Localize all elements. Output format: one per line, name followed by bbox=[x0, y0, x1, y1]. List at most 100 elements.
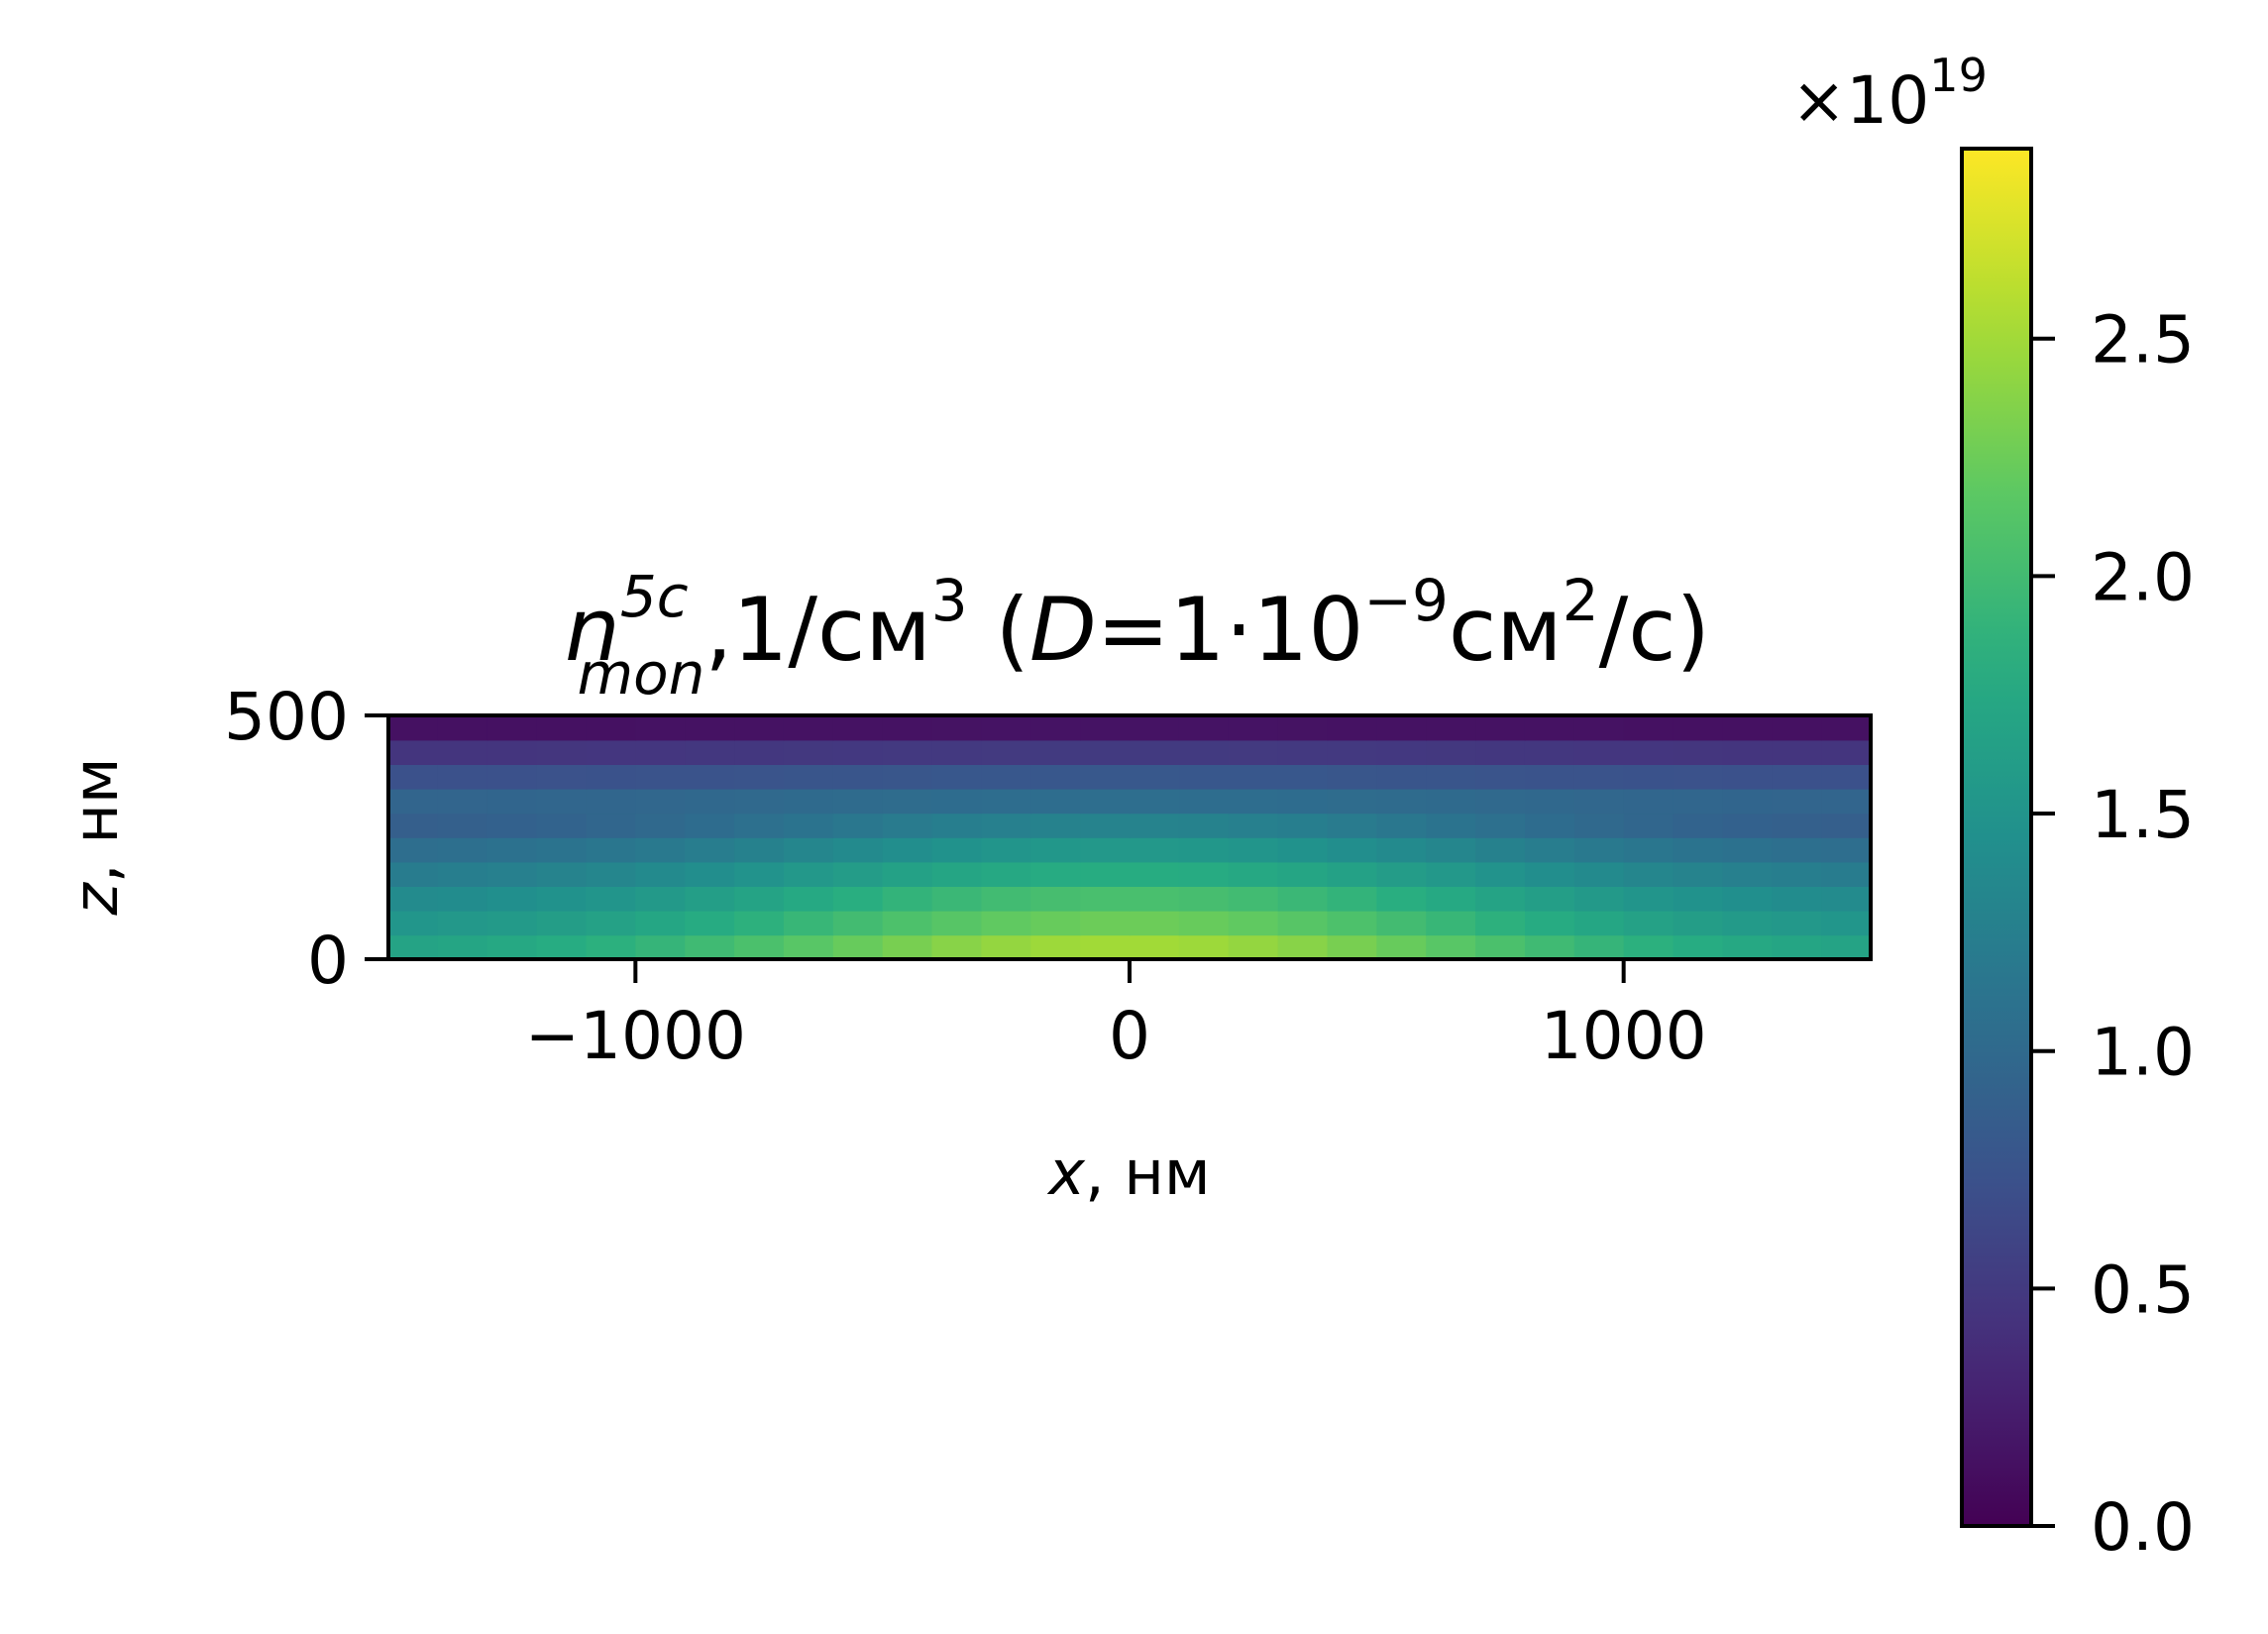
heatmap-cell bbox=[437, 764, 488, 790]
heatmap-cell bbox=[1772, 813, 1822, 838]
heatmap-cell bbox=[1426, 934, 1476, 960]
heatmap-cell bbox=[1178, 788, 1230, 815]
heatmap-cell bbox=[1277, 813, 1329, 838]
heatmap-cell bbox=[931, 886, 983, 912]
heatmap-cell bbox=[1722, 886, 1774, 912]
heatmap-cell bbox=[1376, 764, 1427, 790]
y-axis-ticks: 0 500 bbox=[224, 679, 388, 999]
heatmap-cell bbox=[981, 886, 1032, 912]
heatmap-cell bbox=[635, 886, 686, 912]
heatmap-cell bbox=[1623, 934, 1674, 960]
heatmap-cell bbox=[1030, 788, 1081, 815]
heatmap-cell bbox=[1376, 837, 1427, 863]
heatmap-cell bbox=[1228, 813, 1279, 838]
heatmap-cell bbox=[1623, 739, 1674, 765]
colorbar-ticks: 0.0 0.5 1.0 1.5 2.0 2.5 bbox=[2031, 302, 2195, 1566]
heatmap-cell bbox=[1277, 934, 1329, 960]
heatmap-cell bbox=[1178, 886, 1230, 912]
heatmap-cell bbox=[1573, 715, 1625, 741]
heatmap-cell bbox=[1080, 739, 1131, 765]
heatmap-cell bbox=[1080, 861, 1131, 887]
heatmap-cell bbox=[1030, 934, 1081, 960]
y-axis-label: z, нм bbox=[59, 757, 132, 916]
heatmap-cell bbox=[931, 861, 983, 887]
heatmap-cell bbox=[832, 764, 884, 790]
heatmap-cell bbox=[783, 910, 834, 936]
heatmap-cell bbox=[1722, 813, 1774, 838]
heatmap-cell bbox=[1573, 837, 1625, 863]
heatmap-cell bbox=[1130, 886, 1180, 912]
heatmap-cell bbox=[832, 837, 884, 863]
heatmap-cell bbox=[635, 934, 686, 960]
heatmap-cell bbox=[536, 739, 588, 765]
heatmap-cell bbox=[685, 813, 735, 838]
heatmap-cell bbox=[783, 886, 834, 912]
heatmap-cell bbox=[388, 861, 439, 887]
heatmap-cell bbox=[734, 739, 785, 765]
heatmap-cell bbox=[931, 837, 983, 863]
heatmap-cell bbox=[734, 910, 785, 936]
heatmap-cell bbox=[437, 715, 488, 741]
heatmap-cell bbox=[1030, 715, 1081, 741]
heatmap-cell bbox=[1277, 861, 1329, 887]
heatmap-cell bbox=[1228, 764, 1279, 790]
heatmap-cell bbox=[1623, 837, 1674, 863]
heatmap-cell bbox=[734, 715, 785, 741]
heatmap-cell bbox=[1130, 861, 1180, 887]
heatmap-cell bbox=[1030, 764, 1081, 790]
heatmap-cell bbox=[1080, 886, 1131, 912]
heatmap-cell bbox=[586, 739, 637, 765]
heatmap-cell bbox=[1573, 764, 1625, 790]
heatmap-cell bbox=[1673, 764, 1724, 790]
heatmap-cell bbox=[1080, 934, 1131, 960]
heatmap-cell bbox=[685, 861, 735, 887]
heatmap-cell bbox=[734, 886, 785, 912]
heatmap-cell bbox=[981, 861, 1032, 887]
heatmap-cell bbox=[388, 910, 439, 936]
heatmap-cell bbox=[1080, 813, 1131, 838]
heatmap-cell bbox=[1426, 910, 1476, 936]
heatmap-cell bbox=[931, 910, 983, 936]
heatmap-cell bbox=[1524, 788, 1575, 815]
heatmap-cell bbox=[635, 837, 686, 863]
heatmap-cell bbox=[1573, 813, 1625, 838]
heatmap-cell bbox=[486, 813, 538, 838]
heatmap-cell bbox=[1426, 813, 1476, 838]
heatmap-cell bbox=[388, 934, 439, 960]
heatmap-cell bbox=[1722, 715, 1774, 741]
heatmap-cell bbox=[1277, 910, 1329, 936]
heatmap-cell bbox=[981, 813, 1032, 838]
heatmap-cell bbox=[1821, 886, 1872, 912]
heatmap-cell bbox=[1821, 837, 1872, 863]
heatmap-cell bbox=[1821, 715, 1872, 741]
heatmap-cell bbox=[1130, 910, 1180, 936]
heatmap-cell bbox=[882, 788, 933, 815]
heatmap-cell bbox=[981, 910, 1032, 936]
heatmap-cell bbox=[388, 886, 439, 912]
heatmap-cell bbox=[1376, 934, 1427, 960]
heatmap-cell bbox=[685, 715, 735, 741]
heatmap-cell bbox=[931, 813, 983, 838]
heatmap-cell bbox=[1228, 861, 1279, 887]
heatmap-cell bbox=[586, 861, 637, 887]
heatmap-cell bbox=[437, 886, 488, 912]
heatmap-cell bbox=[536, 764, 588, 790]
heatmap-cell bbox=[1178, 813, 1230, 838]
heatmap-cell bbox=[783, 861, 834, 887]
heatmap-cell bbox=[1524, 715, 1575, 741]
heatmap-cell bbox=[1524, 861, 1575, 887]
heatmap-cell bbox=[635, 910, 686, 936]
heatmap-cell bbox=[1277, 837, 1329, 863]
heatmap-cell bbox=[685, 934, 735, 960]
heatmap-cell bbox=[1080, 910, 1131, 936]
heatmap-cell bbox=[734, 764, 785, 790]
colorbar-tick-label: 1.5 bbox=[2091, 777, 2195, 853]
heatmap-cell bbox=[783, 813, 834, 838]
heatmap-cell bbox=[536, 837, 588, 863]
heatmap-cell bbox=[1524, 813, 1575, 838]
heatmap-cell bbox=[882, 886, 933, 912]
heatmap-cell bbox=[635, 813, 686, 838]
heatmap-cell bbox=[1376, 813, 1427, 838]
heatmap-cell bbox=[1772, 739, 1822, 765]
